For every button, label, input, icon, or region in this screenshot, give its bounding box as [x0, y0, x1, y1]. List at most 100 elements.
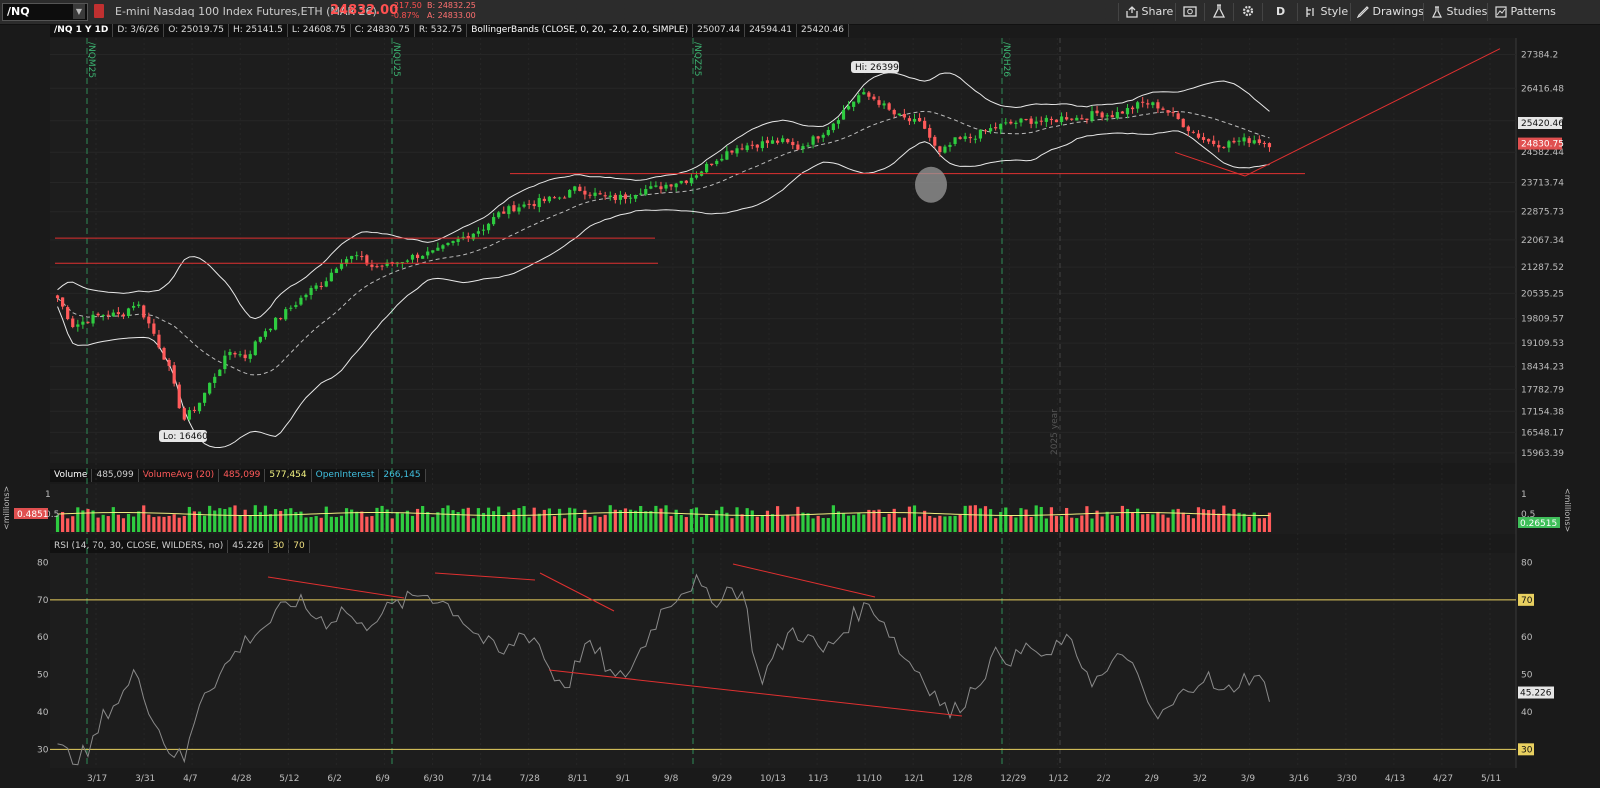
volume-bar [436, 512, 440, 532]
volume-bar [963, 505, 967, 532]
volume-bar [1115, 515, 1119, 532]
candle-body [781, 138, 785, 143]
volume-bar [846, 515, 851, 532]
date-tick-label: 10/13 [760, 774, 786, 784]
symbol-input[interactable]: /NQ ▼ [2, 3, 88, 21]
candle-body [1252, 140, 1256, 144]
volume-axis-title-left: <millions> [2, 486, 11, 530]
volume-bar [1120, 505, 1125, 532]
volume-bar [1171, 509, 1175, 532]
candle-body [126, 308, 131, 317]
toolbar-divider [1204, 3, 1205, 21]
rsi-tick-label: 70 [1521, 596, 1533, 606]
price-tick-label: 19809.57 [1521, 315, 1564, 325]
candle-body [1049, 118, 1054, 120]
drawings-button[interactable]: Drawings [1356, 0, 1424, 24]
volume-bar [395, 512, 399, 532]
candle-body [182, 408, 186, 420]
date-tick-label: 12/8 [952, 774, 972, 784]
volume-bar [390, 518, 394, 532]
patterns-button[interactable]: Patterns [1495, 0, 1556, 24]
camera-icon[interactable] [1183, 4, 1197, 18]
volume-bar [983, 506, 988, 532]
gear-icon[interactable] [1241, 4, 1255, 18]
candle-body [649, 186, 653, 189]
volume-bar [187, 506, 191, 532]
price-tick-label: 15963.39 [1521, 449, 1564, 459]
candle-body [583, 190, 587, 195]
rsi-trend-line [434, 572, 536, 581]
volume-bar [1014, 517, 1018, 532]
rsi-70-tag-box [1518, 593, 1534, 606]
volume-bar [253, 505, 257, 532]
studies-button[interactable]: Studies [1431, 0, 1487, 24]
volume-label[interactable]: Volume [50, 469, 93, 482]
volume-bar [1247, 516, 1251, 532]
volume-bar [55, 515, 60, 532]
volume-bar [1196, 507, 1201, 532]
candle-body [730, 150, 734, 153]
price-tick-label: 21287.52 [1521, 263, 1564, 273]
date-tick-label: 6/9 [375, 774, 390, 784]
candle-body [988, 128, 993, 132]
volume-bar [725, 512, 729, 532]
volume-bar [852, 515, 856, 532]
candle-body [1070, 118, 1074, 120]
volume-bar [821, 517, 825, 532]
candle-body [152, 323, 156, 334]
volume-bar [426, 511, 430, 532]
open-interest-label[interactable]: OpenInterest [311, 469, 380, 482]
candle-body [841, 110, 846, 120]
volume-bar [441, 508, 445, 532]
volume-bar [826, 518, 830, 532]
volume-bar [263, 505, 268, 532]
candle-body [983, 130, 988, 132]
rsi-label[interactable]: RSI (14, 70, 30, CLOSE, WILDERS, no) [50, 540, 229, 553]
volume-bar [1110, 514, 1114, 532]
flask-icon[interactable] [1212, 4, 1226, 18]
share-label: Share [1141, 5, 1174, 18]
symbol-link-icon[interactable] [94, 4, 104, 18]
volume-bar [461, 508, 465, 532]
share-button[interactable]: Share [1126, 0, 1173, 24]
volume-bar [481, 512, 486, 532]
bar-range: R: 532.75 [414, 24, 468, 37]
candle-body [1217, 145, 1221, 148]
volume-bar [674, 509, 678, 532]
price-tick-label: 24582.44 [1521, 148, 1564, 158]
candle-body [314, 285, 318, 289]
candle-body [1125, 108, 1130, 115]
volume-bar [928, 515, 932, 532]
candle-body [497, 212, 501, 218]
candle-body [1085, 118, 1089, 121]
candle-body [248, 354, 252, 359]
volume-bar [644, 511, 648, 532]
candle-body [253, 341, 257, 356]
price-tick-label: 20535.25 [1521, 289, 1564, 299]
volume-bar [999, 511, 1003, 532]
candle-body [405, 260, 410, 262]
timeframe-button[interactable]: D [1276, 5, 1286, 18]
bollinger-label[interactable]: BollingerBands (CLOSE, 0, 20, -2.0, 2.0,… [467, 24, 694, 37]
date-tick-label: 5/11 [1481, 774, 1501, 784]
volume-avg-label[interactable]: VolumeAvg (20) [138, 469, 220, 482]
candle-body [96, 313, 100, 316]
candle-body [481, 229, 486, 231]
candle-body [846, 106, 851, 110]
volume-bar [841, 513, 846, 532]
volume-bar [639, 506, 643, 532]
date-tick-label: 3/16 [1289, 774, 1309, 784]
toolbar-divider [1350, 3, 1351, 21]
volume-bar [1049, 507, 1054, 532]
volume-bar [284, 509, 288, 532]
candle-body [547, 196, 552, 202]
rsi-info-bar: RSI (14, 70, 30, CLOSE, WILDERS, no) 45.2… [50, 540, 310, 553]
candle-body [1014, 122, 1018, 125]
candle-body [1166, 110, 1170, 113]
style-button[interactable]: Style [1305, 0, 1348, 24]
symbol-dropdown-icon[interactable]: ▼ [73, 4, 85, 19]
candle-body [208, 382, 212, 394]
candle-body [289, 307, 293, 309]
volume-bar [167, 515, 171, 532]
